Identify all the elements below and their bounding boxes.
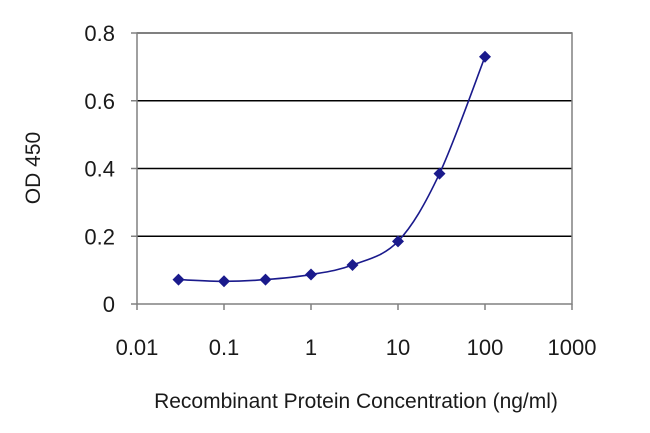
x-tick-label: 0.01 (116, 335, 159, 360)
y-axis-ticks: 0 0.2 0.4 0.6 0.8 (84, 21, 137, 317)
data-series (172, 50, 491, 288)
series-line (178, 56, 486, 283)
data-point-marker (433, 167, 446, 180)
gridlines (137, 32, 572, 237)
y-tick-label: 0 (103, 292, 115, 317)
x-axis-title: Recombinant Protein Concentration (ng/ml… (154, 390, 558, 413)
y-tick-label: 0.4 (84, 157, 115, 182)
data-point-marker (305, 268, 317, 281)
x-axis-ticks: 0.01 0.1 1 10 100 1000 (116, 304, 597, 360)
y-tick-label: 0.8 (84, 21, 115, 46)
data-point-marker (346, 259, 359, 272)
x-tick-label: 10 (386, 335, 410, 360)
data-point-marker (259, 273, 272, 286)
x-tick-label: 1000 (548, 335, 597, 360)
data-point-marker (479, 50, 491, 63)
y-tick-label: 0.2 (84, 224, 115, 249)
data-point-marker (392, 235, 404, 248)
x-tick-label: 100 (467, 335, 504, 360)
data-point-marker (218, 275, 230, 288)
y-axis-title: OD 450 (22, 132, 45, 204)
x-tick-label: 0.1 (209, 335, 240, 360)
data-point-marker (172, 273, 185, 286)
x-tick-label: 1 (305, 335, 317, 360)
y-tick-label: 0.6 (84, 89, 115, 114)
